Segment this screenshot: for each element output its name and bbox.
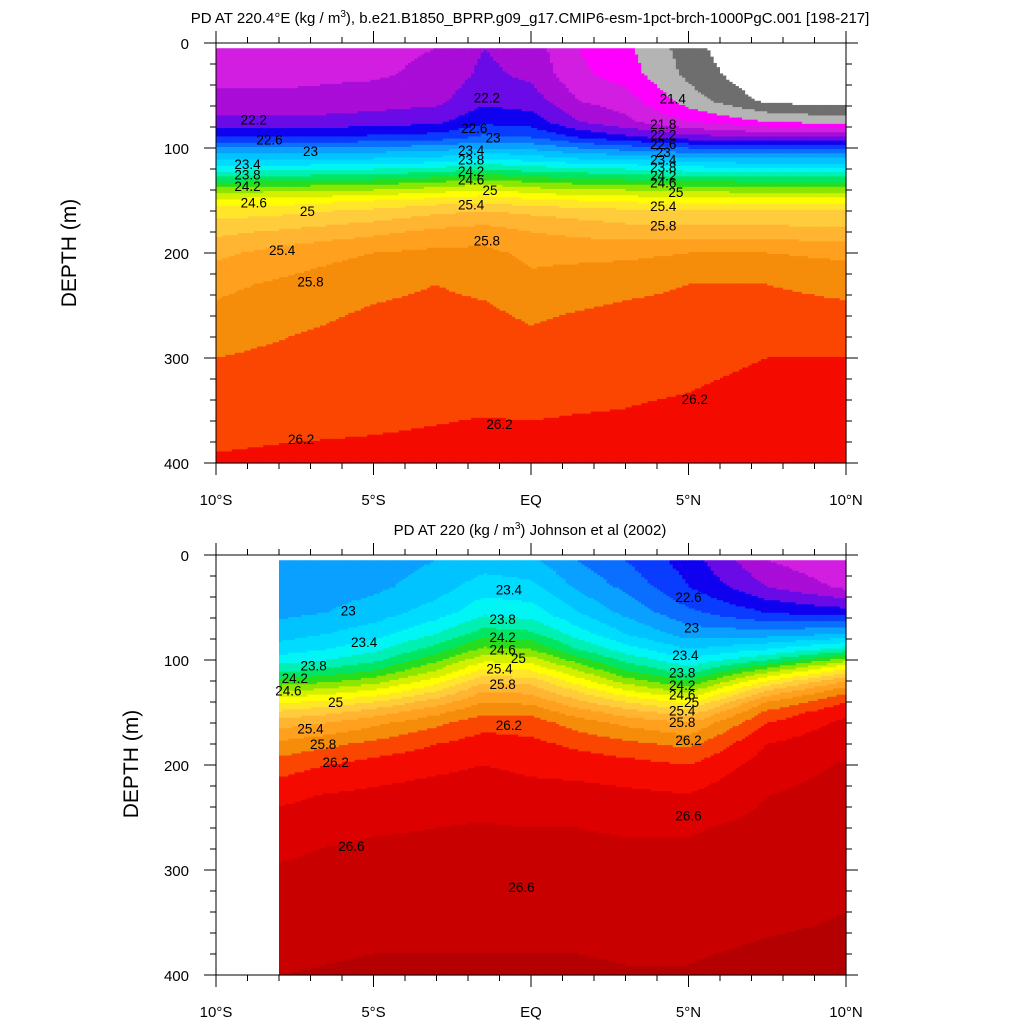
contour-label: 23: [341, 604, 356, 619]
contour-label: 26.6: [508, 880, 534, 895]
contour-label: 25: [482, 183, 497, 198]
x-tick-label: EQ: [520, 492, 542, 509]
x-tick-label: 5°N: [676, 492, 701, 509]
contour-label: 25.8: [489, 677, 515, 692]
contour-label: 22.2: [474, 91, 500, 106]
contour-label: 23: [684, 621, 699, 636]
panel-title-main: PD AT 220.4°E (kg / m: [191, 10, 341, 27]
contour-label: 24.6: [458, 173, 484, 188]
x-tick-label: 10°S: [200, 492, 233, 509]
contour-label: 25.8: [297, 274, 323, 289]
x-tick-label: 5°S: [361, 492, 385, 509]
plot-area: 10°S 5°S EQ 5°N 10°N010020030040022.222.6232…: [164, 31, 863, 509]
x-tick-label: 10°N: [829, 492, 863, 509]
contour-label: 25.4: [458, 198, 485, 213]
contour-label: 25.8: [650, 219, 676, 234]
y-tick-label: 0: [181, 36, 189, 53]
panel-model: PD AT 220.4°E (kg / m3), b.e21.B1850_BPR…: [58, 9, 869, 509]
contour-label: 21.4: [660, 92, 687, 107]
density-field: [279, 560, 847, 975]
contour-label: 23.4: [672, 648, 699, 663]
contour-label: 22.6: [256, 133, 282, 148]
contour-label: 25.8: [474, 233, 500, 248]
y-tick-label: 200: [164, 246, 189, 263]
contour-label: 24.6: [241, 196, 267, 211]
y-tick-label: 300: [164, 863, 189, 880]
y-tick-label: 100: [164, 141, 189, 158]
x-tick-label: 5°S: [361, 1004, 385, 1021]
contour-label: 25.8: [669, 715, 695, 730]
x-tick-label: 5°N: [676, 1004, 701, 1021]
plot-area: 10°S 5°S EQ 5°N 10°N 0 100 200 300 400 23 23.4 23.8 2…: [164, 543, 863, 1021]
contour-label: 25.4: [269, 243, 296, 258]
panel-title-rest: ), b.e21.B1850_BPRP.g09_g17.CMIP6-esm-1p…: [346, 10, 869, 27]
contour-label: 23.4: [496, 583, 523, 598]
contour-label: 26.6: [338, 839, 364, 854]
x-tick-label: 10°S: [200, 1004, 233, 1021]
y-tick-label: 0: [181, 548, 189, 565]
contour-label: 22.6: [461, 121, 487, 136]
contour-label: 25.4: [650, 199, 677, 214]
y-tick-label: 200: [164, 758, 189, 775]
panel-observations: PD AT 220 (kg / m3) Johnson et al (2002)…: [120, 521, 863, 1021]
x-tick-label: 10°N: [829, 1004, 863, 1021]
contour-label: 23.8: [489, 612, 515, 627]
contour-label: 26.2: [675, 733, 701, 748]
y-axis-label: DEPTH (m): [58, 199, 81, 308]
contour-label: 26.2: [323, 755, 349, 770]
y-tick-label: 300: [164, 351, 189, 368]
contour-label: 26.2: [486, 417, 512, 432]
contour-label: 26.6: [675, 808, 701, 823]
panel-title-rest: ) Johnson et al (2002): [520, 522, 666, 539]
contour-label: 26.2: [496, 718, 522, 733]
x-tick-label: EQ: [520, 1004, 542, 1021]
contour-label: 26.2: [682, 392, 708, 407]
contour-label: 26.2: [288, 432, 314, 447]
contour-label: 24.2: [234, 179, 260, 194]
panel-title-main: PD AT 220 (kg / m: [394, 522, 515, 539]
contour-label: 25.4: [297, 721, 324, 736]
contour-label: 25: [511, 651, 526, 666]
contour-label: 22.2: [241, 113, 267, 128]
y-tick-label: 400: [164, 968, 189, 985]
panel-title: PD AT 220.4°E (kg / m3), b.e21.B1850_BPR…: [191, 9, 870, 27]
density-field: [216, 48, 847, 463]
contour-label: 25.4: [486, 661, 513, 676]
contour-label: 25.8: [310, 737, 336, 752]
panel-title: PD AT 220 (kg / m3) Johnson et al (2002): [394, 521, 667, 539]
contour-label: 25: [300, 204, 315, 219]
y-tick-label: 400: [164, 456, 189, 473]
contour-label: 23: [303, 144, 318, 159]
y-tick-label: 100: [164, 653, 189, 670]
contour-label: 25: [328, 695, 343, 710]
contour-label: 24.6: [275, 684, 301, 699]
contour-label: 23.4: [351, 635, 378, 650]
y-axis-label: DEPTH (m): [120, 710, 143, 819]
contour-label: 23: [486, 131, 501, 146]
contour-label: 22.6: [675, 590, 701, 605]
figure: PD AT 220.4°E (kg / m3), b.e21.B1850_BPR…: [0, 0, 1024, 1024]
